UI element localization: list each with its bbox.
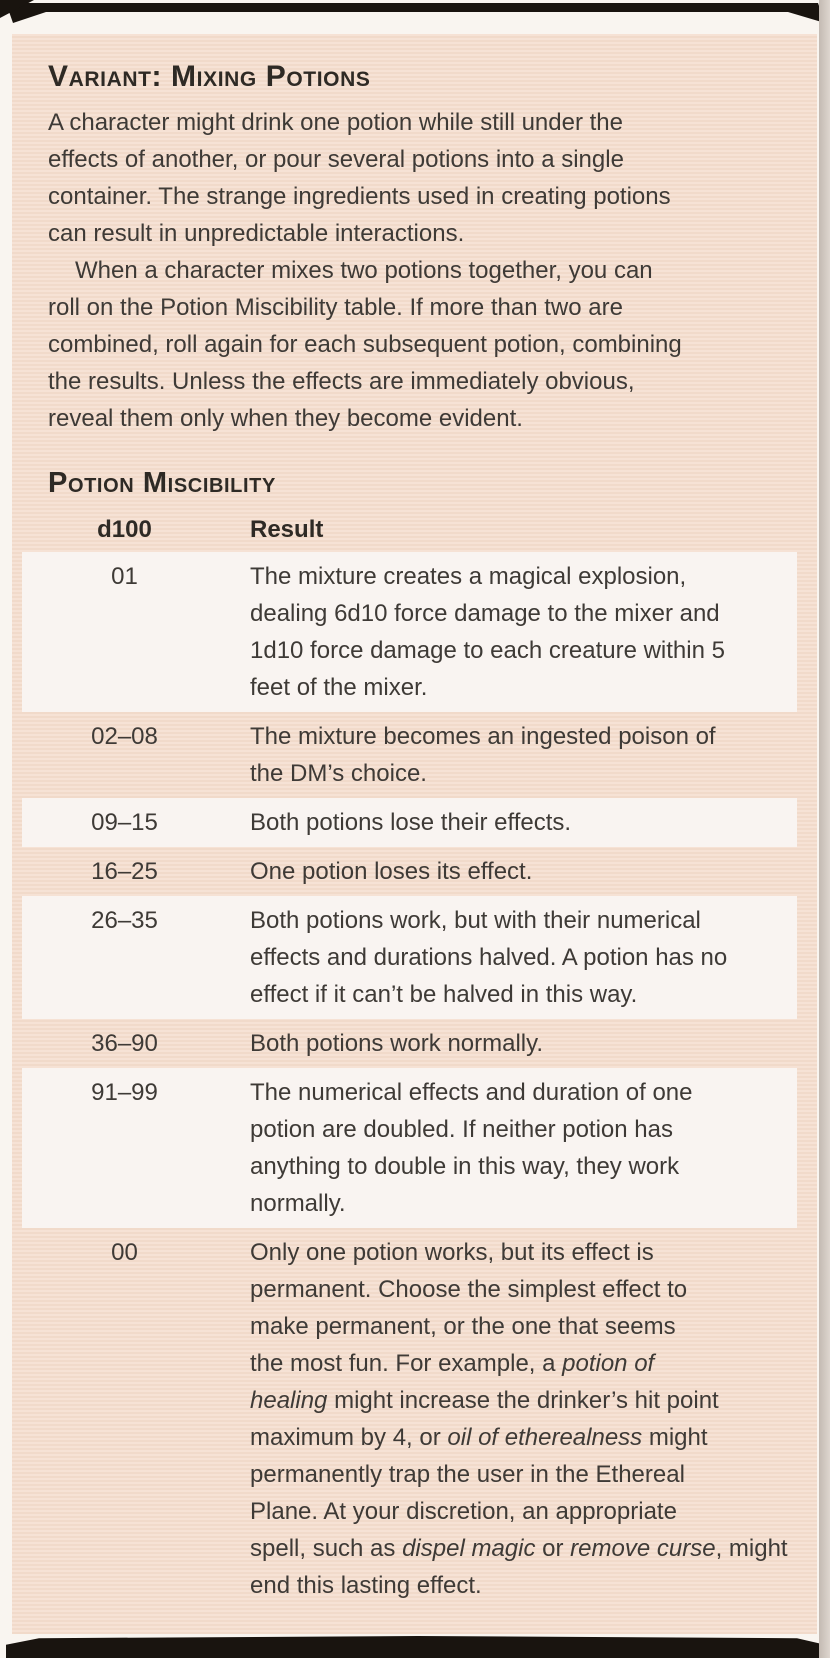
result-text: Both potions work, but with their numeri… [250, 907, 728, 1008]
result-text: The mixture creates a magical explosion,… [250, 563, 725, 701]
header-result-label: Result [250, 516, 324, 543]
result-cell: Both potions work normally. [227, 1025, 797, 1062]
table-row: 02–08 The mixture becomes an ingested poi… [22, 712, 797, 798]
variant-paragraph-2: When a character mixes two potions toget… [48, 257, 682, 432]
result-text: might increase the drinker’s hit point m… [250, 1387, 719, 1451]
top-ribbon-shape [6, 3, 825, 23]
page-edge-shadow [819, 0, 830, 1658]
table-row: 26–35 Both potions work, but with their n… [22, 896, 797, 1019]
table-title: Potion Miscibility [48, 467, 276, 499]
result-cell: Both potions lose their effects. [227, 804, 797, 841]
result-text: or [535, 1535, 571, 1562]
roll-cell: 01 [111, 563, 138, 590]
italic-term: potion of healing [250, 1350, 655, 1414]
header-roll-label: d100 [97, 516, 152, 543]
variant-panel: Variant: Mixing Potions A character migh… [12, 34, 817, 1634]
miscibility-table-body: 01 The mixture creates a magical explosio… [12, 552, 817, 1610]
table-row: 09–15 Both potions lose their effects. [22, 798, 797, 847]
variant-paragraph-1: A character might drink one potion while… [48, 109, 671, 247]
table-row: 91–99 The numerical effects and duration … [22, 1068, 797, 1228]
roll-cell: 00 [111, 1239, 138, 1266]
roll-cell: 09–15 [91, 809, 158, 836]
result-text: , might end this lasting effect. [250, 1535, 788, 1599]
panel-title: Variant: Mixing Potions [48, 60, 371, 93]
result-text: The numerical effects and duration of on… [250, 1079, 693, 1217]
result-cell: One potion loses its effect. [227, 853, 797, 890]
result-cell: Both potions work, but with their numeri… [227, 902, 797, 1013]
roll-cell: 26–35 [91, 907, 158, 934]
result-cell: The mixture becomes an ingested poison o… [227, 718, 797, 792]
italic-term: dispel magic [402, 1535, 536, 1562]
table-row: 36–90 Both potions work normally. [22, 1019, 797, 1068]
roll-cell: 36–90 [91, 1030, 158, 1057]
result-text: Both potions work normally. [250, 1030, 544, 1057]
italic-term: remove curse [570, 1535, 716, 1562]
italic-term: oil of etherealness [447, 1424, 643, 1451]
bottom-border-ribbon [6, 1636, 830, 1658]
table-row: 01 The mixture creates a magical explosio… [22, 552, 797, 712]
result-text: might permanently trap the user in the E… [250, 1424, 708, 1562]
result-text: The mixture becomes an ingested poison o… [250, 723, 716, 787]
table-row: 16–25 One potion loses its effect. [22, 847, 797, 896]
roll-cell: 91–99 [91, 1079, 158, 1106]
table-header-row: d100 Result [22, 511, 797, 548]
result-text: Both potions lose their effects. [250, 809, 572, 836]
result-cell: The numerical effects and duration of on… [227, 1074, 797, 1222]
result-cell: Only one potion works, but its effect is… [227, 1234, 797, 1604]
top-ribbon-left-corner [0, 0, 34, 18]
table-row: 00 Only one potion works, but its effect … [22, 1228, 797, 1610]
top-border-ribbon [0, 0, 825, 23]
result-text: Only one potion works, but its effect is… [250, 1239, 688, 1377]
roll-cell: 16–25 [91, 858, 158, 885]
result-text: One potion loses its effect. [250, 858, 533, 885]
result-cell: The mixture creates a magical explosion,… [227, 558, 797, 706]
miscibility-table: d100 Result 01 The mixture creates a magi… [12, 511, 817, 1610]
roll-cell: 02–08 [91, 723, 158, 750]
